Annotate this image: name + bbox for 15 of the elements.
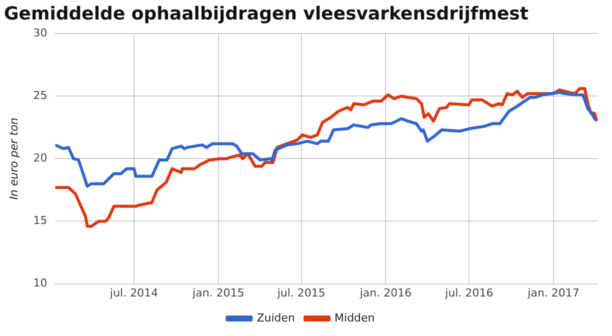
- chart-title: Gemiddelde ophaalbijdragen vleesvarkensdrijfmest: [4, 3, 529, 24]
- y-tick-label: 25: [33, 89, 48, 102]
- y-tick-label: 30: [33, 26, 48, 40]
- y-axis-title: In euro per ton: [7, 118, 20, 200]
- x-tick-label: jan. 2016: [358, 286, 412, 300]
- x-tick-label: jan. 2017: [526, 286, 580, 300]
- y-tick-label: 15: [33, 214, 48, 228]
- legend-label: Midden: [334, 311, 375, 324]
- y-tick-label: 20: [33, 152, 48, 165]
- x-tick-label: jul. 2016: [444, 286, 494, 300]
- legend-label: Zuiden: [256, 311, 296, 324]
- y-tick-label: 10: [33, 276, 48, 290]
- x-tick-label: jan. 2015: [192, 286, 244, 300]
- x-tick-label: jul. 2015: [276, 286, 326, 300]
- x-tick-label: jul. 2014: [109, 286, 158, 300]
